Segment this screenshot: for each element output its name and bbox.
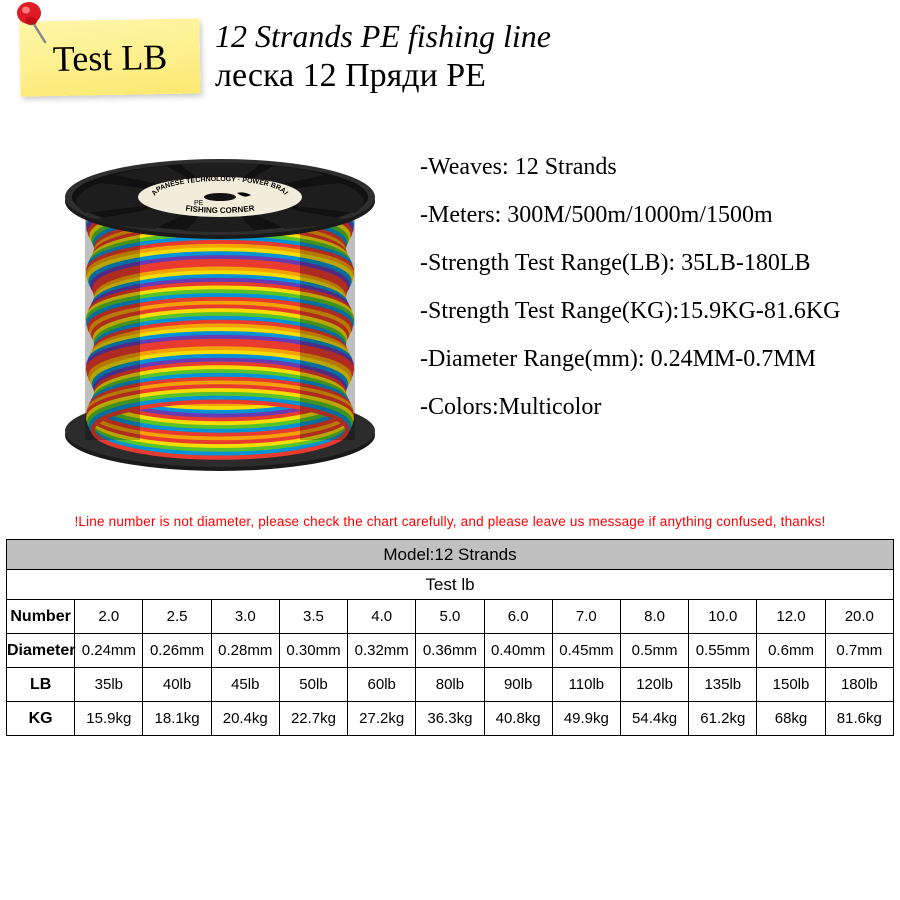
- cell: 7.0: [552, 600, 620, 634]
- title-block: 12 Strands PE fishing line леска 12 Пряд…: [215, 18, 551, 95]
- cell: 80lb: [416, 668, 484, 702]
- table-row: KG15.9kg18.1kg20.4kg22.7kg27.2kg36.3kg40…: [7, 702, 894, 736]
- cell: 180lb: [825, 668, 893, 702]
- cell: 12.0: [757, 600, 825, 634]
- title-english: 12 Strands PE fishing line: [215, 18, 551, 55]
- cell: 135lb: [689, 668, 757, 702]
- cell: 61.2kg: [689, 702, 757, 736]
- cell: 110lb: [552, 668, 620, 702]
- cell: 4.0: [348, 600, 416, 634]
- warning-text: !Line number is not diameter, please che…: [0, 508, 900, 535]
- cell: 27.2kg: [348, 702, 416, 736]
- spec-diameter: -Diameter Range(mm): 0.24MM-0.7MM: [420, 347, 840, 371]
- cell: 0.24mm: [75, 634, 143, 668]
- spec-strength-kg: -Strength Test Range(KG):15.9KG-81.6KG: [420, 299, 840, 323]
- spec-weaves: -Weaves: 12 Strands: [420, 155, 840, 179]
- cell: 50lb: [279, 668, 347, 702]
- cell: 2.5: [143, 600, 211, 634]
- cell: 8.0: [620, 600, 688, 634]
- cell: 150lb: [757, 668, 825, 702]
- spec-meters: -Meters: 300M/500m/1000m/1500m: [420, 203, 840, 227]
- product-spool-image: JAPANESE TECHNOLOGY · POWER BRAID FISHIN…: [55, 135, 385, 480]
- cell: 40lb: [143, 668, 211, 702]
- cell: 15.9kg: [75, 702, 143, 736]
- spec-colors: -Colors:Multicolor: [420, 395, 840, 419]
- cell: 0.6mm: [757, 634, 825, 668]
- table-row: Number2.02.53.03.54.05.06.07.08.010.012.…: [7, 600, 894, 634]
- pushpin-icon: [12, 2, 52, 51]
- cell: 0.36mm: [416, 634, 484, 668]
- spec-table: Model:12 Strands Test lb Number2.02.53.0…: [0, 535, 900, 736]
- cell: 20.4kg: [211, 702, 279, 736]
- cell: 90lb: [484, 668, 552, 702]
- cell: 0.40mm: [484, 634, 552, 668]
- cell: 3.5: [279, 600, 347, 634]
- spec-strength-lb: -Strength Test Range(LB): 35LB-180LB: [420, 251, 840, 275]
- table-row: Diameter0.24mm0.26mm0.28mm0.30mm0.32mm0.…: [7, 634, 894, 668]
- table-test: Test lb: [7, 570, 894, 600]
- cell: 0.7mm: [825, 634, 893, 668]
- title-russian: леска 12 Пряди PE: [215, 57, 551, 95]
- cell: 35lb: [75, 668, 143, 702]
- spec-list: -Weaves: 12 Strands -Meters: 300M/500m/1…: [420, 155, 840, 443]
- row-label: LB: [7, 668, 75, 702]
- cell: 54.4kg: [620, 702, 688, 736]
- cell: 81.6kg: [825, 702, 893, 736]
- cell: 0.45mm: [552, 634, 620, 668]
- cell: 18.1kg: [143, 702, 211, 736]
- cell: 0.28mm: [211, 634, 279, 668]
- table-model: Model:12 Strands: [7, 540, 894, 570]
- cell: 40.8kg: [484, 702, 552, 736]
- cell: 0.30mm: [279, 634, 347, 668]
- cell: 0.32mm: [348, 634, 416, 668]
- sticky-label: Test LB: [52, 36, 167, 80]
- cell: 45lb: [211, 668, 279, 702]
- cell: 49.9kg: [552, 702, 620, 736]
- cell: 0.55mm: [689, 634, 757, 668]
- cell: 3.0: [211, 600, 279, 634]
- cell: 120lb: [620, 668, 688, 702]
- svg-text:PE: PE: [194, 200, 204, 207]
- cell: 20.0: [825, 600, 893, 634]
- cell: 0.26mm: [143, 634, 211, 668]
- cell: 60lb: [348, 668, 416, 702]
- cell: 0.5mm: [620, 634, 688, 668]
- cell: 5.0: [416, 600, 484, 634]
- cell: 22.7kg: [279, 702, 347, 736]
- row-label: KG: [7, 702, 75, 736]
- cell: 6.0: [484, 600, 552, 634]
- row-label: Number: [7, 600, 75, 634]
- cell: 68kg: [757, 702, 825, 736]
- row-label: Diameter: [7, 634, 75, 668]
- cell: 10.0: [689, 600, 757, 634]
- table-row: LB35lb40lb45lb50lb60lb80lb90lb110lb120lb…: [7, 668, 894, 702]
- cell: 2.0: [75, 600, 143, 634]
- cell: 36.3kg: [416, 702, 484, 736]
